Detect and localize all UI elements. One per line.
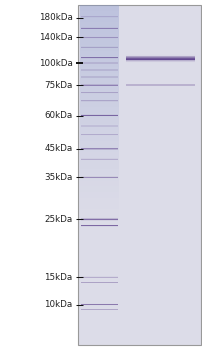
Bar — [80, 186, 119, 192]
Bar — [81, 215, 118, 216]
Bar — [126, 62, 195, 63]
Bar — [80, 16, 119, 22]
Bar — [80, 141, 119, 147]
Bar — [80, 34, 119, 39]
Bar — [80, 113, 119, 118]
Text: 60kDa: 60kDa — [44, 111, 73, 120]
Bar — [81, 219, 118, 220]
Bar — [80, 62, 119, 68]
Bar — [80, 68, 119, 73]
Bar — [126, 59, 195, 60]
Bar — [81, 220, 118, 221]
Bar — [80, 102, 119, 107]
Bar — [126, 50, 195, 51]
Bar — [80, 28, 119, 34]
Bar — [78, 5, 201, 345]
Bar — [80, 124, 119, 130]
Text: 45kDa: 45kDa — [44, 144, 73, 153]
Bar — [126, 55, 195, 56]
Bar — [81, 216, 118, 217]
Bar — [126, 63, 195, 64]
Bar — [126, 61, 195, 62]
Bar — [126, 51, 195, 52]
Text: 25kDa: 25kDa — [44, 215, 73, 224]
Text: 75kDa: 75kDa — [44, 80, 73, 90]
Bar — [126, 69, 195, 70]
Bar — [80, 79, 119, 84]
Bar — [81, 222, 118, 223]
Bar — [80, 181, 119, 186]
Bar — [126, 58, 195, 59]
Bar — [126, 67, 195, 68]
Text: 10kDa: 10kDa — [44, 300, 73, 309]
Bar — [126, 54, 195, 55]
Bar — [80, 90, 119, 96]
Bar — [126, 57, 195, 58]
Bar — [80, 209, 119, 215]
Bar — [126, 56, 195, 57]
Bar — [80, 45, 119, 50]
Bar — [80, 50, 119, 56]
Text: 180kDa: 180kDa — [39, 13, 73, 22]
Bar — [80, 107, 119, 113]
Bar — [80, 198, 119, 203]
Bar — [126, 65, 195, 66]
Text: 15kDa: 15kDa — [44, 273, 73, 282]
Bar — [80, 11, 119, 16]
Bar — [80, 135, 119, 141]
Bar — [80, 130, 119, 135]
Bar — [126, 58, 195, 60]
Bar — [80, 175, 119, 181]
Bar — [81, 220, 118, 221]
Bar — [80, 5, 119, 11]
Bar — [80, 22, 119, 28]
Bar — [80, 164, 119, 169]
Bar — [126, 56, 195, 57]
Bar — [126, 52, 195, 53]
Text: 100kDa: 100kDa — [39, 58, 73, 68]
Bar — [126, 48, 195, 49]
Bar — [126, 54, 195, 55]
Bar — [126, 60, 195, 61]
Bar — [126, 48, 195, 49]
Bar — [80, 169, 119, 175]
Bar — [80, 118, 119, 124]
Bar — [126, 66, 195, 68]
Bar — [80, 147, 119, 152]
Bar — [126, 53, 195, 54]
Bar — [126, 66, 195, 67]
Bar — [80, 84, 119, 90]
Bar — [80, 203, 119, 209]
Bar — [80, 192, 119, 198]
Bar — [81, 221, 118, 222]
Bar — [126, 64, 195, 65]
Bar — [80, 39, 119, 45]
Bar — [126, 68, 195, 69]
Text: 35kDa: 35kDa — [44, 173, 73, 182]
Bar — [81, 217, 118, 218]
Bar — [126, 49, 195, 50]
Bar — [80, 158, 119, 164]
Text: 140kDa: 140kDa — [39, 33, 73, 42]
Bar — [81, 223, 118, 224]
Bar — [80, 56, 119, 62]
Bar — [81, 218, 118, 219]
Bar — [80, 152, 119, 158]
Bar — [126, 64, 195, 65]
Bar — [80, 73, 119, 79]
Bar — [80, 96, 119, 101]
Bar — [81, 216, 118, 217]
Bar — [81, 221, 118, 222]
Bar — [80, 215, 119, 220]
